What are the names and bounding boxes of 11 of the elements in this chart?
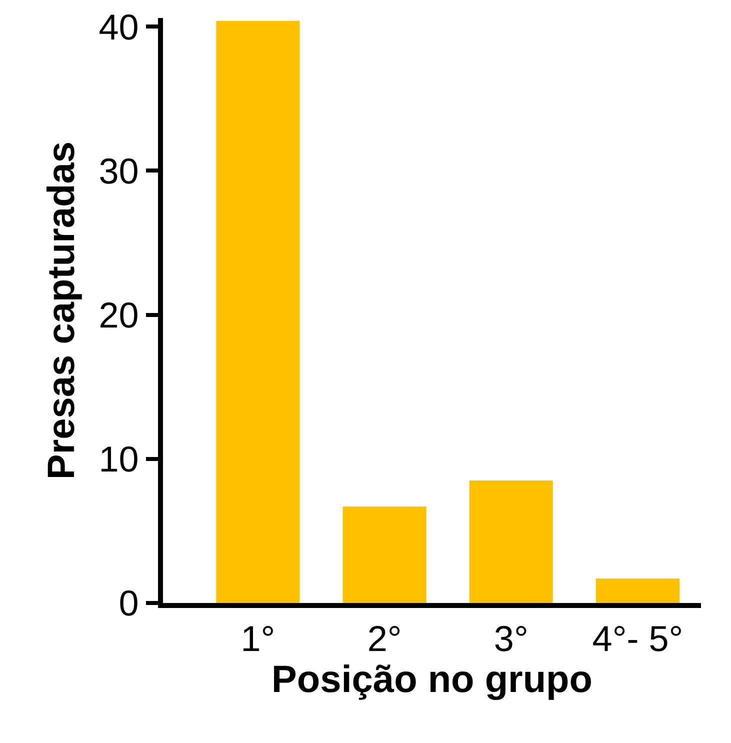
x-tick-label: 4°- 5°: [592, 618, 684, 660]
x-tick-label: 1°: [240, 618, 276, 660]
y-tick-label: 0: [118, 582, 139, 624]
x-tick-label: 3°: [494, 618, 528, 660]
x-tick-label: 2°: [367, 618, 402, 660]
x-axis-title: Posição no grupo: [272, 659, 592, 702]
y-tick-label: 30: [98, 150, 139, 192]
y-tick-label: 40: [98, 6, 139, 48]
y-tick-label: 10: [98, 438, 139, 480]
y-tick-label: 20: [98, 294, 139, 336]
y-axis-title: Presas capturadas: [40, 142, 83, 480]
